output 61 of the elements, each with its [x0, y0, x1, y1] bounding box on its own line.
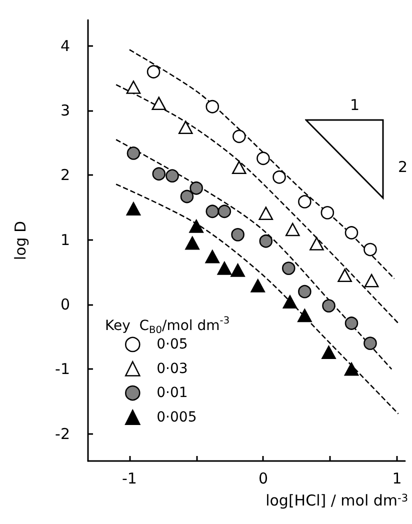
point — [256, 152, 270, 166]
y-tick-label: 2 — [60, 166, 70, 184]
point — [180, 190, 194, 204]
point — [258, 206, 274, 220]
y-tick-label: 0 — [60, 296, 70, 314]
point — [185, 236, 200, 250]
point — [259, 234, 273, 248]
point — [322, 299, 336, 312]
point — [344, 316, 358, 330]
y-tick-label: 1 — [60, 230, 70, 249]
point — [178, 120, 193, 134]
point — [152, 96, 166, 110]
point — [230, 264, 245, 277]
point — [126, 146, 140, 160]
point — [310, 237, 324, 250]
y-axis-title: log D — [12, 220, 30, 260]
point — [232, 160, 246, 174]
point — [126, 80, 141, 94]
y-tick-label: 3 — [60, 102, 70, 120]
point — [364, 274, 379, 288]
legend-label: 0·01 — [156, 385, 188, 402]
legend-label: 0·03 — [156, 360, 188, 377]
x-tick-label: 1 — [392, 470, 402, 488]
point — [298, 195, 312, 208]
point — [322, 346, 336, 360]
point — [364, 242, 377, 256]
point — [152, 167, 166, 181]
legend-label: 0·05 — [156, 336, 188, 352]
point — [282, 295, 298, 309]
y-tick-label: -2 — [55, 424, 70, 443]
point — [126, 202, 141, 216]
point — [189, 220, 204, 233]
point — [272, 170, 286, 184]
point — [320, 206, 334, 220]
legend-label: 0·005 — [156, 409, 197, 426]
point — [217, 262, 232, 275]
point — [206, 100, 220, 114]
point — [231, 228, 244, 242]
point — [344, 226, 358, 240]
point — [298, 284, 312, 298]
point — [218, 204, 232, 218]
point — [282, 262, 296, 275]
point — [285, 222, 300, 236]
point — [206, 204, 220, 218]
point — [146, 65, 160, 78]
point — [364, 336, 377, 350]
point — [298, 308, 312, 322]
annotation: 1 — [350, 96, 360, 114]
y-tick-label: -1 — [55, 360, 70, 378]
point — [232, 130, 246, 144]
annotation: 2 — [398, 158, 408, 176]
line-series — [128, 49, 395, 280]
point — [190, 181, 203, 195]
point — [250, 279, 266, 292]
point — [166, 169, 179, 182]
point — [344, 362, 359, 376]
point — [338, 268, 352, 282]
y-tick-label: 4 — [60, 36, 70, 55]
x-tick-label: -1 — [122, 470, 137, 488]
point — [205, 250, 220, 264]
x-tick-label: 0 — [258, 470, 268, 488]
